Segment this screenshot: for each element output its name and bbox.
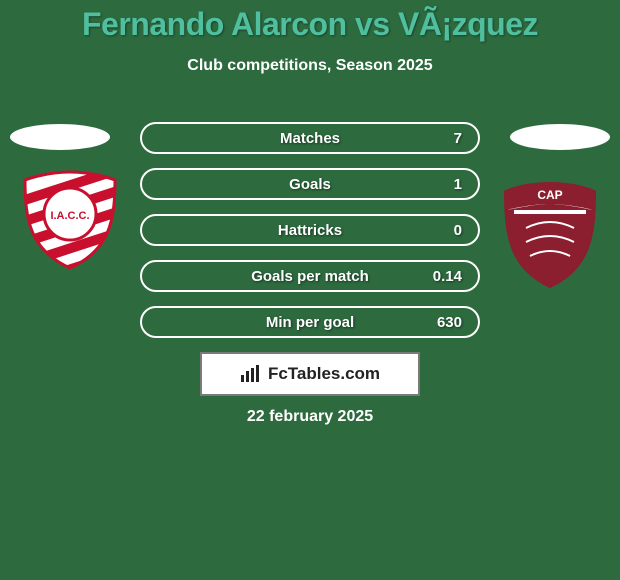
shield-icon: I.A.C.C. xyxy=(20,170,120,270)
stat-value: 630 xyxy=(437,314,462,331)
stat-value: 0 xyxy=(454,222,462,239)
stat-value: 0.14 xyxy=(433,268,462,285)
stat-row: Matches 7 xyxy=(140,122,480,154)
stat-row: Min per goal 630 xyxy=(140,306,480,338)
page-title: Fernando Alarcon vs VÃ¡zquez xyxy=(0,0,620,43)
left-club-badge: I.A.C.C. xyxy=(20,170,120,270)
bar-chart-icon xyxy=(240,365,262,383)
stat-label: Min per goal xyxy=(266,314,354,331)
date-text: 22 february 2025 xyxy=(0,408,620,426)
stat-label: Goals per match xyxy=(251,268,369,285)
brand-box: FcTables.com xyxy=(200,352,420,396)
stat-value: 7 xyxy=(454,130,462,147)
stat-label: Goals xyxy=(289,176,331,193)
stat-label: Matches xyxy=(280,130,340,147)
infographic-container: Fernando Alarcon vs VÃ¡zquez Club compet… xyxy=(0,0,620,580)
stat-row: Goals per match 0.14 xyxy=(140,260,480,292)
right-badge-text: CAP xyxy=(537,188,562,202)
right-club-badge: CAP xyxy=(500,180,600,280)
stats-list: Matches 7 Goals 1 Hattricks 0 Goals per … xyxy=(140,122,480,352)
stat-value: 1 xyxy=(454,176,462,193)
brand-text: FcTables.com xyxy=(268,364,380,384)
left-badge-text: I.A.C.C. xyxy=(50,210,89,222)
stat-label: Hattricks xyxy=(278,222,342,239)
left-ellipse xyxy=(10,124,110,150)
stat-row: Hattricks 0 xyxy=(140,214,480,246)
stat-row: Goals 1 xyxy=(140,168,480,200)
right-ellipse xyxy=(510,124,610,150)
shield-icon: CAP xyxy=(500,180,600,290)
subtitle: Club competitions, Season 2025 xyxy=(0,57,620,75)
